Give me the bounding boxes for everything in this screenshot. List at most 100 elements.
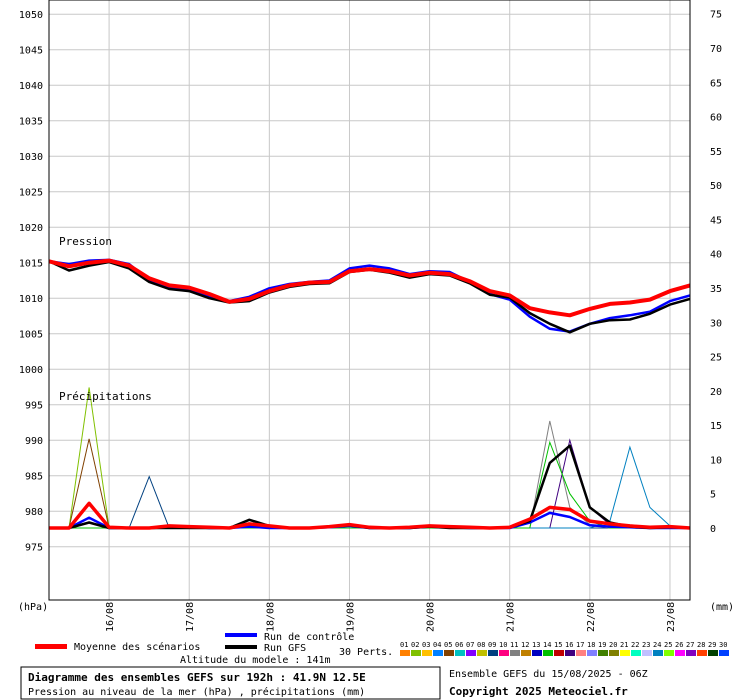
legend-swatch-mean [35, 644, 67, 649]
right-tick-label: 0 [710, 524, 716, 535]
x-tick-label: 21/08 [506, 602, 517, 632]
legend-label-control: Run de contrôle [264, 631, 354, 643]
footer-title: Diagramme des ensembles GEFS sur 192h : … [28, 671, 366, 684]
right-tick-label: 65 [710, 78, 722, 89]
member-swatch [543, 650, 553, 656]
x-tick-label: 19/08 [345, 602, 356, 632]
member-swatch [532, 650, 542, 656]
legend-swatch-control [225, 633, 257, 637]
run-info: Ensemble GEFS du 15/08/2025 - 06Z [449, 669, 648, 680]
left-tick-label: 1010 [19, 294, 43, 305]
member-number: 17 [576, 641, 584, 649]
x-tick-label: 20/08 [426, 602, 437, 632]
member-swatch [697, 650, 707, 656]
x-tick-label: 23/08 [666, 602, 677, 632]
member-legend: 01 02 03 04 05 06 07 08 09 10 11 12 13 14 15 16 17 18 19 20… [400, 641, 729, 656]
member-number: 28 [697, 641, 705, 649]
member-swatch [675, 650, 685, 656]
left-tick-label: 1000 [19, 365, 43, 376]
member-swatch [587, 650, 597, 656]
right-tick-label: 40 [710, 250, 722, 261]
member-number: 20 [609, 641, 617, 649]
member-number: 13 [532, 641, 540, 649]
member-number: 18 [587, 641, 595, 649]
right-tick-label: 70 [710, 44, 722, 55]
left-axis-unit: (hPa) [18, 602, 48, 613]
right-tick-label: 10 [710, 455, 722, 466]
member-swatch [455, 650, 465, 656]
member-number: 24 [653, 641, 661, 649]
member-swatch [565, 650, 575, 656]
right-tick-label: 20 [710, 387, 722, 398]
member-swatch [510, 650, 520, 656]
plot-grid [49, 0, 690, 600]
left-tick-label: 1030 [19, 152, 43, 163]
left-tick-label: 1005 [19, 330, 43, 341]
right-tick-label: 75 [710, 10, 722, 21]
member-number: 14 [543, 641, 551, 649]
legend-label-mean: Moyenne des scénarios [74, 641, 200, 653]
left-tick-label: 980 [25, 507, 43, 518]
footer-box [20, 666, 441, 700]
precip-panel-label: Précipitations [59, 390, 152, 403]
right-tick-label: 15 [710, 421, 722, 432]
member-number: 01 [400, 641, 408, 649]
left-tick-label: 1020 [19, 223, 43, 234]
member-number: 23 [642, 641, 650, 649]
member-swatch [411, 650, 421, 656]
legend-label-gfs: Run GFS [264, 643, 306, 654]
member-swatch [521, 650, 531, 656]
plot-frame [48, 0, 691, 601]
member-number: 10 [499, 641, 507, 649]
member-swatch [444, 650, 454, 656]
member-number: 16 [565, 641, 573, 649]
member-number: 15 [554, 641, 562, 649]
altitude-text: Altitude du modele : 141m [180, 655, 331, 666]
member-number: 19 [598, 641, 606, 649]
x-tick-label: 18/08 [265, 602, 276, 632]
copyright: Copyright 2025 Meteociel.fr [449, 685, 628, 698]
member-number: 02 [411, 641, 419, 649]
right-axis-unit: (mm) [710, 602, 734, 613]
left-tick-label: 990 [25, 436, 43, 447]
left-tick-label: 1035 [19, 117, 43, 128]
right-tick-label: 60 [710, 113, 722, 124]
member-number: 05 [444, 641, 452, 649]
member-swatch [664, 650, 674, 656]
member-swatch [422, 650, 432, 656]
right-tick-label: 25 [710, 353, 722, 364]
member-swatch [554, 650, 564, 656]
member-swatch [653, 650, 663, 656]
pressure-panel-label: Pression [59, 235, 112, 248]
left-tick-label: 1025 [19, 188, 43, 199]
left-tick-label: 985 [25, 472, 43, 483]
right-tick-label: 45 [710, 215, 722, 226]
member-number: 08 [477, 641, 485, 649]
member-swatch [488, 650, 498, 656]
member-swatch [631, 650, 641, 656]
x-tick-label: 17/08 [185, 602, 196, 632]
left-tick-label: 975 [25, 543, 43, 554]
left-tick-label: 1015 [19, 259, 43, 270]
member-number: 30 [719, 641, 727, 649]
member-swatch [466, 650, 476, 656]
member-number: 07 [466, 641, 474, 649]
member-swatch [708, 650, 718, 656]
member-swatch [719, 650, 729, 656]
left-tick-label: 1050 [19, 10, 43, 21]
member-swatch [609, 650, 619, 656]
legend: Moyenne des scénarios Run de contrôle Ru… [35, 631, 729, 666]
member-swatch [620, 650, 630, 656]
pressure-line-moyenne-des-sc-narios [48, 258, 691, 318]
right-tick-label: 35 [710, 284, 722, 295]
member-number: 12 [521, 641, 529, 649]
right-tick-label: 30 [710, 318, 722, 329]
member-swatch [477, 650, 487, 656]
member-number: 11 [510, 641, 518, 649]
left-tick-label: 995 [25, 401, 43, 412]
member-number: 21 [620, 641, 628, 649]
member-swatch [400, 650, 410, 656]
right-tick-label: 5 [710, 490, 716, 501]
right-tick-label: 50 [710, 181, 722, 192]
